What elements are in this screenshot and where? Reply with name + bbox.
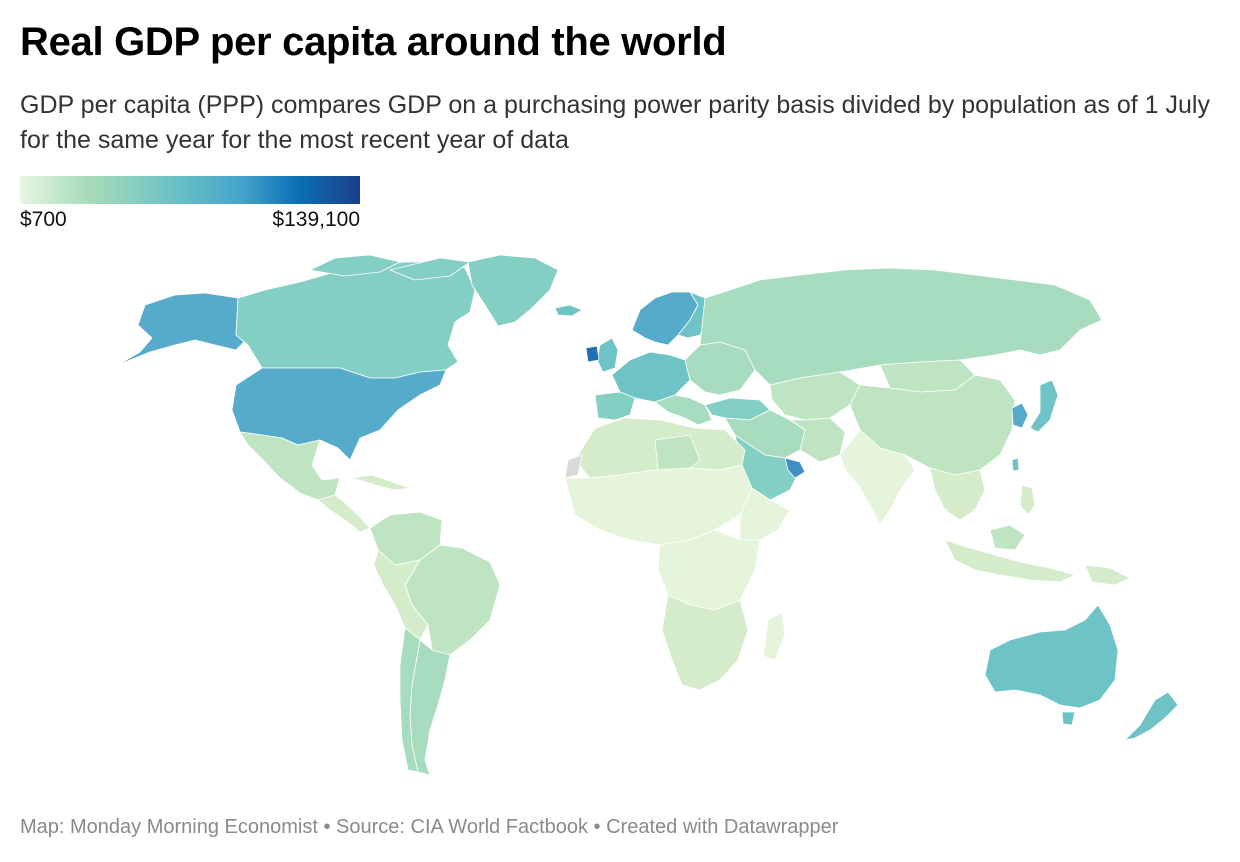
region-southeast-asia[interactable] (929, 467, 986, 521)
region-indonesia[interactable] (944, 539, 1076, 583)
region-caribbean[interactable] (351, 474, 411, 491)
region-taiwan[interactable] (1011, 457, 1020, 472)
region-new-zealand[interactable] (1124, 691, 1179, 741)
region-horn-of-africa[interactable] (739, 487, 791, 541)
region-libya[interactable] (654, 434, 701, 471)
region-southern-africa[interactable] (661, 594, 749, 691)
region-papua[interactable] (1084, 564, 1131, 586)
region-peru-bolivia[interactable] (373, 549, 429, 641)
region-korea[interactable] (1011, 402, 1029, 429)
chart-title: Real GDP per capita around the world (20, 20, 727, 64)
region-japan[interactable] (1029, 379, 1059, 433)
region-western-sahara[interactable] (564, 454, 583, 479)
color-legend: $700 $139,100 (20, 176, 360, 232)
region-mexico[interactable] (239, 431, 341, 501)
region-uk[interactable] (596, 337, 619, 373)
world-map (117, 254, 1179, 776)
region-chile[interactable] (399, 627, 421, 773)
legend-max-label: $139,100 (272, 208, 360, 231)
region-central-africa[interactable] (657, 529, 761, 611)
legend-min-label: $700 (20, 208, 67, 231)
source-credit: Map: Monday Morning Economist • Source: … (20, 816, 839, 838)
region-madagascar[interactable] (762, 611, 786, 661)
chart-subtitle: GDP per capita (PPP) compares GDP on a p… (20, 91, 1210, 154)
legend-gradient-bar (20, 176, 360, 204)
region-tasmania[interactable] (1061, 711, 1076, 726)
region-arctic-islands[interactable] (309, 254, 471, 281)
region-uae-qatar[interactable] (784, 457, 806, 479)
region-central-asia[interactable] (769, 371, 861, 421)
region-australia[interactable] (984, 604, 1119, 709)
region-iceland[interactable] (554, 304, 583, 317)
region-philippines[interactable] (1019, 484, 1036, 516)
region-central-america[interactable] (317, 494, 371, 533)
region-borneo-malaysia[interactable] (989, 524, 1026, 551)
region-alaska[interactable] (117, 292, 245, 366)
region-south-asia[interactable] (839, 429, 916, 526)
region-greenland[interactable] (467, 254, 559, 327)
region-italy-balkans[interactable] (654, 394, 713, 426)
region-ireland[interactable] (585, 345, 600, 363)
region-canada[interactable] (235, 261, 476, 379)
legend-labels: $700 $139,100 (20, 208, 360, 232)
region-iberia[interactable] (594, 391, 636, 421)
